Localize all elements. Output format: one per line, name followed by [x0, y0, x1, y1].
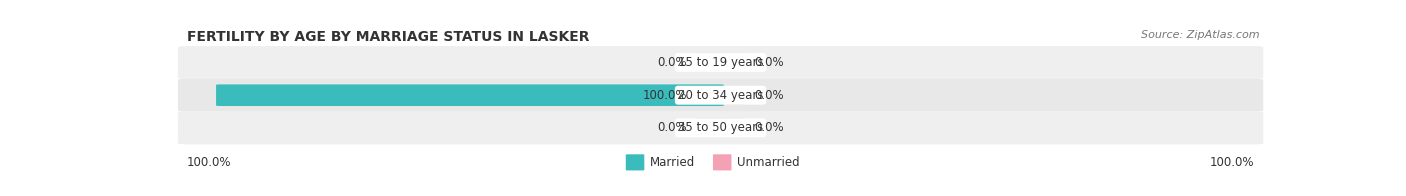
Text: 0.0%: 0.0% [755, 89, 785, 102]
Text: FERTILITY BY AGE BY MARRIAGE STATUS IN LASKER: FERTILITY BY AGE BY MARRIAGE STATUS IN L… [187, 30, 589, 44]
FancyBboxPatch shape [179, 79, 1263, 112]
FancyBboxPatch shape [626, 154, 644, 171]
FancyBboxPatch shape [695, 119, 723, 137]
FancyBboxPatch shape [695, 53, 723, 72]
FancyBboxPatch shape [718, 53, 747, 72]
FancyBboxPatch shape [179, 112, 1263, 144]
Text: 100.0%: 100.0% [1211, 156, 1254, 169]
Text: 0.0%: 0.0% [657, 56, 686, 69]
Text: 100.0%: 100.0% [187, 156, 231, 169]
Text: 20 to 34 years: 20 to 34 years [678, 89, 763, 102]
Text: Source: ZipAtlas.com: Source: ZipAtlas.com [1142, 30, 1260, 40]
FancyBboxPatch shape [713, 154, 731, 171]
Text: Married: Married [650, 156, 695, 169]
Text: 15 to 19 years: 15 to 19 years [678, 56, 763, 69]
FancyBboxPatch shape [718, 119, 747, 137]
FancyBboxPatch shape [217, 84, 724, 106]
FancyBboxPatch shape [718, 86, 747, 104]
Text: 0.0%: 0.0% [657, 121, 686, 134]
Text: 100.0%: 100.0% [643, 89, 686, 102]
Text: 35 to 50 years: 35 to 50 years [678, 121, 763, 134]
FancyBboxPatch shape [179, 46, 1263, 79]
Text: Unmarried: Unmarried [737, 156, 800, 169]
Text: 0.0%: 0.0% [755, 121, 785, 134]
Text: 0.0%: 0.0% [755, 56, 785, 69]
